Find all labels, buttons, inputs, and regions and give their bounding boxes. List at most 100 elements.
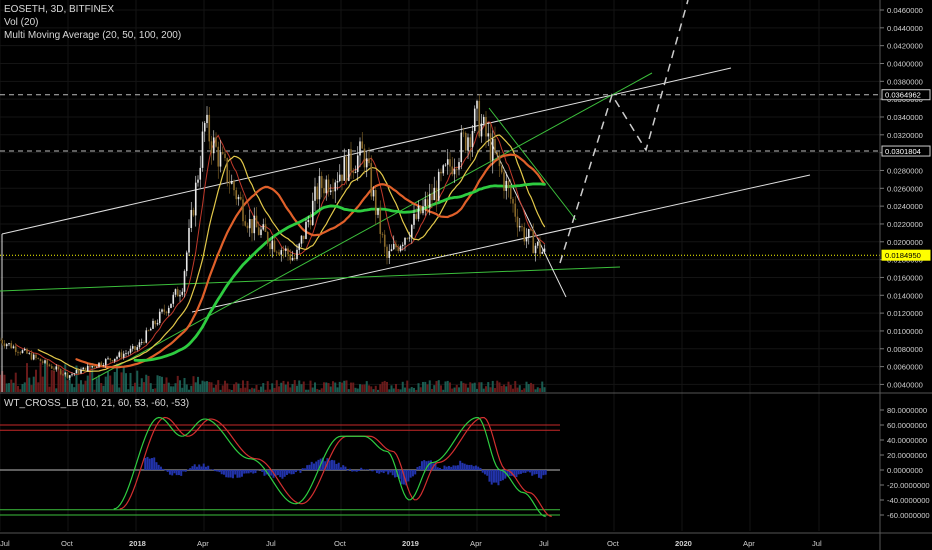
price-tick-label-1: 0.0440000	[887, 24, 923, 33]
osc-hist-bar-44	[211, 469, 214, 470]
osc-hist-bar-69	[267, 470, 270, 476]
osc-hist-bar-171	[497, 470, 500, 486]
volume-bar-21	[46, 364, 49, 392]
ma-line-ma20	[15, 121, 545, 376]
candle-body-14	[30, 353, 33, 360]
candle-body-28	[62, 374, 64, 376]
volume-bar-69	[154, 388, 157, 392]
candle-body-220	[494, 138, 496, 153]
osc-hist-bar-158	[468, 465, 471, 470]
volume-bar-229	[514, 381, 517, 392]
volume-bar-83	[185, 384, 188, 392]
osc-hist-bar-40	[202, 463, 205, 470]
candle-body-122	[273, 240, 276, 252]
osc-hist-bar-122	[387, 470, 390, 475]
candle-body-5	[10, 343, 13, 349]
candle-body-178	[399, 246, 402, 252]
osc-hist-bar-164	[481, 470, 484, 473]
volume-bar-59	[131, 386, 134, 392]
volume-bar-35	[77, 383, 80, 392]
osc-hist-bar-86	[306, 465, 309, 470]
volume-bar-89	[199, 384, 202, 392]
candle-body-161	[361, 141, 364, 149]
osc-hist-bar-20	[157, 464, 160, 470]
volume-bar-131	[293, 380, 296, 392]
candle-body-231	[518, 226, 521, 228]
candle-body-79	[176, 289, 179, 297]
price-tag-label-2: 0.0184950	[885, 251, 921, 260]
osc-hist-bar-149	[447, 465, 450, 470]
projection-lines[interactable]	[559, 0, 689, 264]
osc-hist-bar-139	[425, 461, 428, 470]
volume-bar-0	[0, 374, 1, 392]
osc-hist-bar-155	[461, 462, 464, 470]
volume-bar-206	[462, 382, 465, 392]
ma-legend[interactable]: Multi Moving Average (20, 50, 100, 200)	[4, 30, 182, 41]
volume-bar-176	[395, 384, 397, 392]
candle-body-237	[532, 230, 535, 254]
osc-hist-bar-37	[195, 466, 198, 470]
candle-body-240	[539, 241, 541, 254]
osc-hist-bar-48	[220, 470, 223, 475]
volume-bar-60	[134, 382, 136, 392]
volume-bar-102	[228, 389, 231, 392]
osc-hist-bar-88	[310, 461, 313, 470]
volume-bar-33	[73, 387, 76, 392]
candle-body-129	[289, 254, 292, 261]
osc-hist-bar-180	[517, 470, 520, 475]
price-tick-label-10: 0.0260000	[887, 184, 923, 193]
volume-bar-204	[458, 387, 460, 392]
volume-bar-165	[370, 386, 373, 392]
candle-body-17	[37, 357, 40, 359]
osc-hist-bar-190	[540, 470, 543, 479]
candle-body-163	[365, 158, 368, 168]
candle-body-43	[95, 366, 98, 368]
osc-hist-bar-33	[186, 469, 189, 470]
volume-bar-57	[127, 389, 130, 392]
volume-legend[interactable]: Vol (20)	[4, 17, 39, 28]
price-tag-box-1	[881, 145, 931, 157]
volume-bar-242	[543, 387, 546, 392]
volume-bar-166	[372, 389, 375, 392]
candle-body-207	[464, 133, 467, 151]
oscillator-legend[interactable]: WT_CROSS_LB (10, 21, 60, 53, -60, -53)	[4, 398, 190, 409]
candle-body-226	[507, 180, 510, 188]
volume-bar-173	[388, 389, 391, 392]
osc-hist-bar-28	[175, 470, 178, 476]
volume-bar-19	[41, 376, 44, 392]
volume-bar-188	[422, 381, 424, 392]
candle-body-123	[275, 251, 278, 253]
osc-hist-bar-81	[294, 470, 297, 473]
volume-bar-37	[82, 384, 85, 392]
osc-hist-bar-90	[315, 461, 318, 470]
candle-body-204	[458, 162, 460, 170]
osc-hist-bar-143	[434, 462, 437, 470]
volume-bar-2	[3, 374, 6, 392]
candle-body-130	[291, 257, 294, 261]
osc-hist-bar-91	[317, 459, 320, 470]
volume-bar-226	[507, 381, 510, 392]
volume-bar-177	[397, 388, 400, 392]
candle-body-4	[8, 343, 10, 345]
candle-body-42	[93, 366, 96, 367]
volume-bar-84	[188, 389, 190, 392]
candle-body-196	[440, 171, 442, 174]
symbol-title[interactable]: EOSETH, 3D, BITFINEX	[4, 4, 115, 15]
osc-hist-bar-144	[436, 467, 439, 470]
osc-hist-bar-96	[328, 460, 331, 470]
candle-body-103	[230, 181, 233, 184]
volume-bar-10	[21, 384, 24, 392]
volume-bar-223	[500, 385, 503, 392]
volume-bar-85	[190, 385, 193, 392]
candle-body-194	[435, 187, 438, 201]
volume-bar-161	[361, 384, 364, 392]
candle-body-84	[188, 227, 190, 253]
candle-body-224	[503, 172, 505, 191]
candle-body-81	[181, 291, 184, 295]
osc-hist-bar-179	[515, 470, 518, 478]
candle-body-44	[98, 362, 100, 367]
osc-hist-bar-133	[411, 470, 414, 477]
volume-bar-80	[179, 380, 181, 392]
volume-bar-128	[287, 381, 289, 392]
